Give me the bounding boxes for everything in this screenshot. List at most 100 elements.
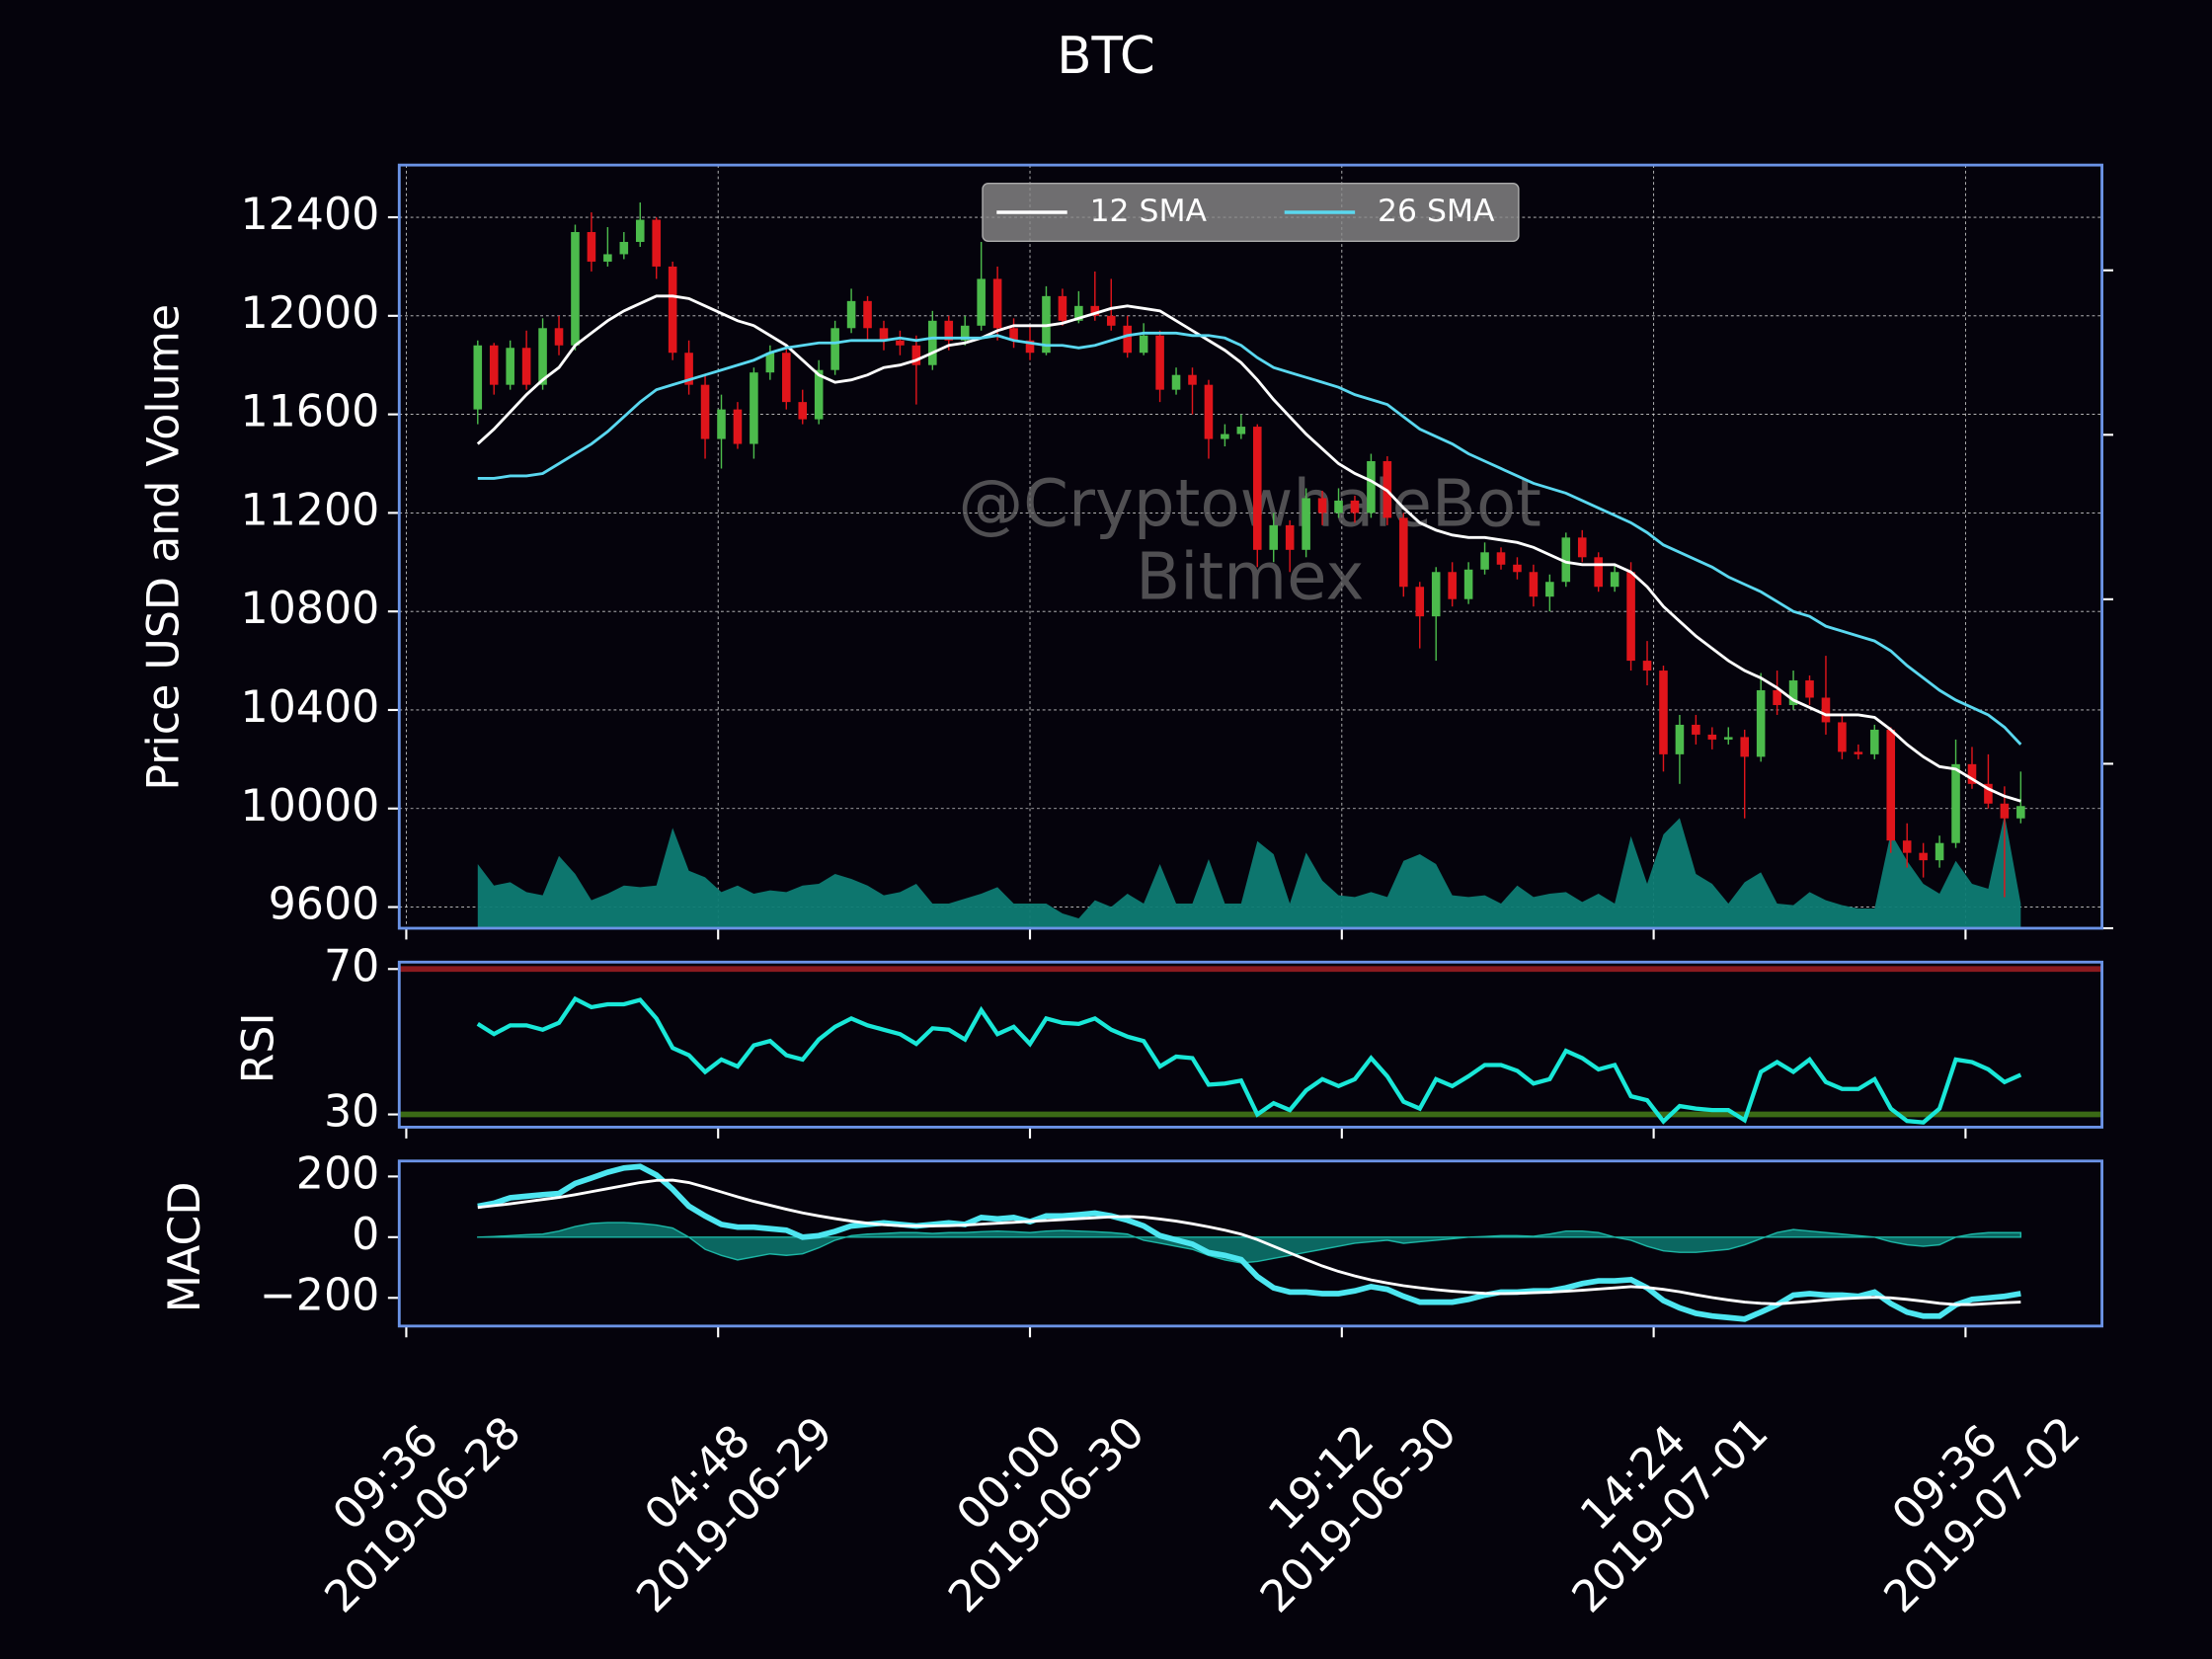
candle-body — [1090, 305, 1100, 316]
y-tick-label: 10000 — [240, 781, 379, 831]
candle-body — [879, 328, 889, 341]
sma-line — [476, 294, 2021, 803]
candle-body — [1577, 537, 1587, 558]
candle-body — [1838, 722, 1847, 752]
candle-body — [1594, 557, 1603, 588]
candle-body — [977, 278, 986, 326]
y-tick-label: 30 — [324, 1087, 379, 1138]
candle-body — [1431, 572, 1441, 617]
candle-body — [1723, 737, 1733, 740]
y-tick-label: 70 — [324, 941, 379, 991]
candle-body — [652, 219, 661, 267]
candle-body — [928, 320, 937, 365]
candle-body — [635, 219, 645, 242]
legend-label: 26 SMA — [1378, 194, 1495, 229]
candle-body — [1773, 690, 1781, 705]
candle-body — [1188, 374, 1197, 385]
candle-body — [668, 266, 677, 354]
candle-body — [944, 320, 954, 341]
signal-line — [477, 1178, 2021, 1306]
candle-body — [1139, 335, 1148, 354]
candle-body — [1513, 564, 1522, 573]
candle-body — [1545, 582, 1554, 597]
candle-body — [1626, 572, 1635, 662]
candle-body — [830, 328, 839, 370]
y-tick-label: 11600 — [240, 387, 379, 437]
candle-body — [1561, 537, 1571, 583]
candle-body — [1236, 427, 1246, 434]
candle-body — [1106, 315, 1116, 326]
candle-body — [1821, 697, 1831, 723]
candle-body — [1642, 661, 1652, 672]
candle-body — [700, 384, 710, 439]
candle-body — [1854, 751, 1863, 754]
panel-frame — [397, 960, 2103, 1129]
rsi-axis-label: RSI — [233, 1012, 283, 1083]
candle-body — [489, 345, 499, 385]
candle-body — [896, 340, 905, 346]
candle-body — [798, 402, 808, 420]
candle-body — [2000, 803, 2010, 819]
candle-body — [619, 241, 629, 255]
candle-body — [1155, 335, 1164, 390]
candle-body — [1334, 500, 1343, 514]
chart-title: BTC — [1057, 27, 1155, 86]
candle-body — [1756, 690, 1766, 757]
y-tick-label: 11200 — [240, 485, 379, 535]
candle-body — [1610, 572, 1620, 588]
candle-body — [1984, 783, 1993, 804]
candle-body — [1480, 552, 1489, 570]
candle-body — [603, 254, 612, 262]
panel-frame — [397, 163, 2103, 930]
candle-body — [1269, 524, 1279, 550]
candle-body — [521, 348, 531, 385]
candle-body — [992, 278, 1002, 329]
macd-histogram — [477, 1222, 2022, 1264]
candle-body — [1935, 842, 1944, 861]
candle-body — [1805, 680, 1814, 698]
candle-body — [1496, 552, 1506, 565]
candle-body — [1302, 498, 1310, 550]
candle-body — [750, 372, 758, 444]
candle-body — [1448, 572, 1457, 599]
legend-label: 12 SMA — [1090, 194, 1208, 229]
candle-body — [1009, 328, 1018, 341]
candle-body — [684, 353, 693, 385]
candle-body — [1707, 734, 1717, 740]
candle-body — [1221, 434, 1229, 439]
y-tick-label: 0 — [352, 1210, 379, 1260]
watermark: @CryptowhaleBot — [958, 466, 1541, 541]
candle-body — [1886, 729, 1896, 841]
candle-body — [1058, 295, 1067, 321]
candle-body — [1967, 763, 1977, 784]
y-tick-label: 200 — [296, 1148, 379, 1199]
candle-body — [1788, 680, 1798, 705]
candle-body — [571, 231, 580, 346]
candle-body — [538, 328, 547, 385]
y-tick-label: 9600 — [269, 880, 380, 930]
y-tick-label: 12000 — [240, 288, 379, 339]
candle-body — [1204, 384, 1214, 439]
candle-body — [1659, 671, 1668, 754]
candle-body — [1285, 524, 1295, 550]
candle-body — [1919, 852, 1928, 861]
candle-body — [717, 409, 726, 439]
macd-axis-label: MACD — [160, 1182, 210, 1313]
candle-body — [1252, 427, 1262, 550]
candle-body — [1870, 729, 1879, 754]
candle-body — [1415, 587, 1425, 617]
y-tick-label: 10400 — [240, 682, 379, 733]
candle-body — [1529, 572, 1539, 597]
candle-body — [1350, 500, 1360, 514]
rsi-line — [476, 995, 2022, 1125]
volume-area — [477, 815, 2021, 928]
watermark: Bitmex — [1136, 540, 1364, 615]
candle-body — [1951, 763, 1960, 843]
candle-body — [814, 369, 824, 420]
candle-body — [1902, 840, 1912, 853]
candle-body — [782, 353, 791, 403]
candle-body — [1123, 325, 1132, 354]
candle-body — [587, 231, 596, 262]
candle-body — [1463, 569, 1473, 599]
